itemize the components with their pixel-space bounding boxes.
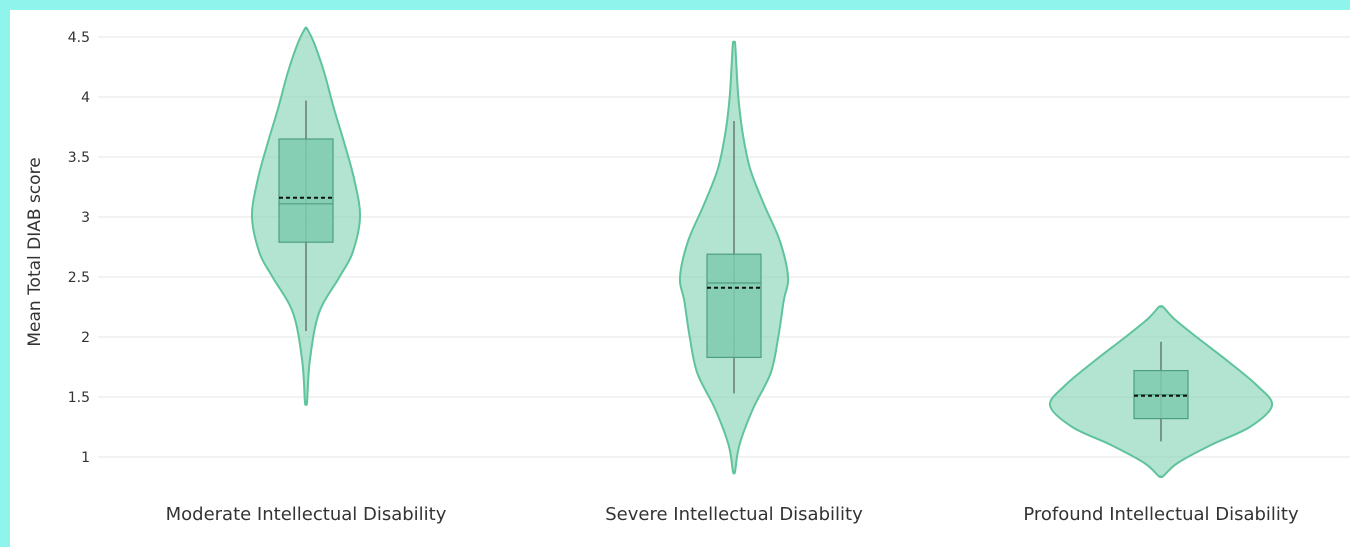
x-category-label: Moderate Intellectual Disability <box>166 504 447 525</box>
y-tick-label: 1 <box>81 450 90 466</box>
iqr-box <box>278 138 334 243</box>
y-tick-label: 1.5 <box>68 390 90 406</box>
label-layer: Moderate Intellectual Disability Severe I… <box>166 504 1299 525</box>
violin-layer <box>250 26 1274 479</box>
x-category-label: Profound Intellectual Disability <box>1023 504 1299 525</box>
y-tick-label: 3.5 <box>68 150 90 166</box>
y-tick-label: 2.5 <box>68 270 90 286</box>
y-tick-label: 4.5 <box>68 30 90 46</box>
x-category-label: Severe Intellectual Disability <box>605 504 863 525</box>
violin-group <box>250 26 362 406</box>
y-axis-title: Mean Total DIAB score <box>25 157 45 346</box>
y-tick-label: 2 <box>81 330 90 346</box>
y-tick-label: 3 <box>81 210 90 226</box>
y-tick-label: 4 <box>81 90 90 106</box>
violin-group <box>1048 305 1274 479</box>
violin-group <box>678 40 790 475</box>
iqr-box <box>706 253 762 358</box>
